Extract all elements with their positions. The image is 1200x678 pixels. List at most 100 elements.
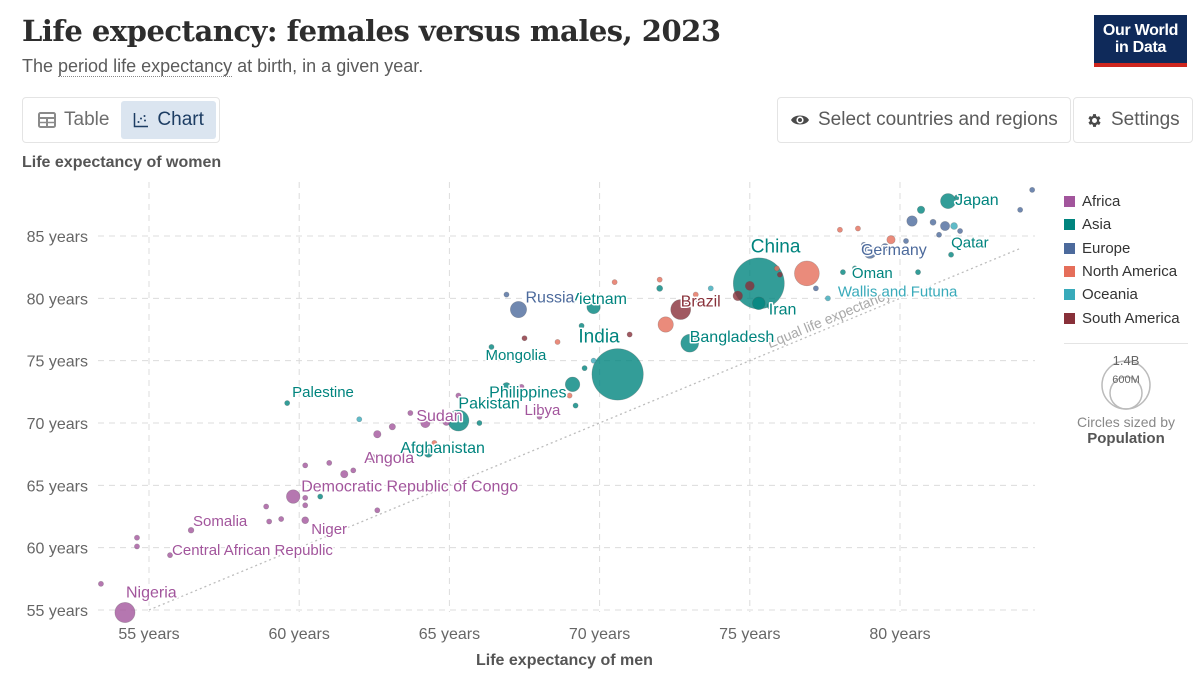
x-tick-label: 55 years	[118, 626, 179, 643]
point-country	[915, 269, 921, 276]
x-tick-label: 75 years	[719, 626, 780, 643]
point-wallis-and-futuna	[825, 295, 831, 302]
point-country	[554, 339, 561, 345]
period-life-expectancy-link[interactable]: period life expectancy	[58, 56, 233, 77]
point-label: Vietnam	[569, 291, 627, 308]
point-vietnam	[586, 300, 601, 315]
point-country	[266, 518, 273, 525]
point-label: Pakistan	[458, 396, 519, 413]
legend-item-south-america[interactable]: South America	[1064, 306, 1180, 329]
point-country	[837, 226, 843, 233]
point-label: Germany	[861, 242, 927, 259]
tab-table[interactable]: Table	[26, 101, 121, 139]
gridlines	[98, 182, 1035, 612]
legend-swatch	[1064, 219, 1075, 231]
point-label: Wallis and Futuna	[838, 283, 958, 300]
point-russia	[510, 301, 527, 319]
tab-chart[interactable]: Chart	[121, 101, 216, 139]
legend-label: Oceania	[1082, 286, 1138, 304]
point-iran	[752, 296, 766, 311]
point-central-african-republic	[167, 552, 173, 559]
point-country	[732, 290, 743, 301]
size-legend: 1.4B 600M Circles sized by Population	[1064, 350, 1188, 447]
x-tick-label: 80 years	[869, 626, 930, 643]
gear-icon	[1088, 113, 1101, 127]
point-country	[350, 467, 357, 474]
y-tick-label: 85 years	[27, 229, 88, 246]
legend-item-europe[interactable]: Europe	[1064, 237, 1180, 260]
point-label: Libya	[525, 402, 562, 419]
legend-item-asia[interactable]: Asia	[1064, 213, 1180, 236]
legend-item-north-america[interactable]: North America	[1064, 260, 1180, 283]
point-label: Niger	[311, 521, 347, 538]
point-label: China	[751, 236, 801, 257]
point-country	[776, 271, 783, 278]
y-tick-label: 70 years	[27, 416, 88, 433]
point-country	[1017, 206, 1024, 213]
tick-labels: 55 years 60 years 65 years 70 years 75 years…	[27, 229, 931, 643]
point-country	[572, 402, 579, 409]
point-country	[302, 494, 309, 501]
point-country	[950, 222, 958, 230]
point-angola	[366, 453, 376, 463]
logo-line-2: in Data	[1114, 39, 1167, 56]
legend-swatch	[1064, 196, 1075, 208]
region-legend: Africa Asia Europe North America Oceania Sout…	[1064, 190, 1180, 330]
legend-swatch	[1064, 312, 1075, 324]
point-country	[957, 228, 963, 234]
y-tick-label: 80 years	[27, 291, 88, 308]
point-country	[886, 235, 896, 245]
size-legend-large-label: 1.4B	[1113, 353, 1140, 368]
point-label: Sudan	[416, 408, 462, 425]
settings-button[interactable]: Settings	[1073, 97, 1193, 143]
point-country	[744, 280, 755, 291]
y-tick-label: 60 years	[27, 541, 88, 558]
y-tick-label: 55 years	[27, 603, 88, 620]
point-democratic-republic-of-congo	[286, 489, 301, 504]
point-india	[591, 348, 644, 401]
legend-swatch	[1064, 289, 1075, 301]
point-country	[766, 301, 775, 310]
point-country	[906, 215, 918, 227]
y-axis-title: Life expectancy of women	[22, 154, 222, 171]
point-country	[954, 194, 960, 201]
select-countries-button[interactable]: Select countries and regions	[777, 97, 1071, 143]
point-oman	[840, 269, 846, 276]
point-label: Russia	[525, 290, 574, 307]
point-country	[340, 470, 349, 479]
point-label: Democratic Republic of Congo	[301, 479, 518, 496]
legend-label: Europe	[1082, 239, 1131, 257]
point-country	[422, 447, 429, 454]
tab-chart-label: Chart	[157, 109, 204, 130]
point-country	[695, 297, 702, 304]
point-country	[861, 241, 867, 248]
point-country	[278, 516, 285, 522]
point-label: Japan	[955, 192, 999, 209]
point-country	[880, 243, 890, 252]
point-label: Oman	[852, 265, 893, 282]
logo-line-1: Our World	[1102, 22, 1179, 39]
point-label: Philippines	[489, 384, 566, 401]
point-label: Central African Republic	[172, 542, 333, 559]
legend-swatch	[1064, 242, 1075, 254]
legend-item-oceania[interactable]: Oceania	[1064, 283, 1180, 306]
point-country	[812, 285, 819, 292]
legend-label: North America	[1082, 263, 1178, 281]
subtitle-suffix: at birth, in a given year.	[232, 56, 424, 76]
legend-item-africa[interactable]: Africa	[1064, 190, 1180, 213]
point-country	[455, 392, 462, 399]
point-somalia	[187, 527, 195, 534]
point-label: Nigeria	[126, 584, 177, 601]
point-country	[692, 291, 699, 298]
point-country	[388, 423, 396, 431]
point-label: Mongolia	[485, 347, 547, 364]
point-country	[442, 417, 451, 426]
owid-logo[interactable]: Our World in Data	[1094, 15, 1187, 67]
point-country	[476, 420, 483, 426]
point-country	[317, 493, 324, 500]
point-country	[940, 221, 951, 231]
point-country	[657, 316, 674, 333]
point-country	[611, 279, 618, 286]
point-country	[773, 265, 780, 272]
point-country	[917, 205, 926, 214]
